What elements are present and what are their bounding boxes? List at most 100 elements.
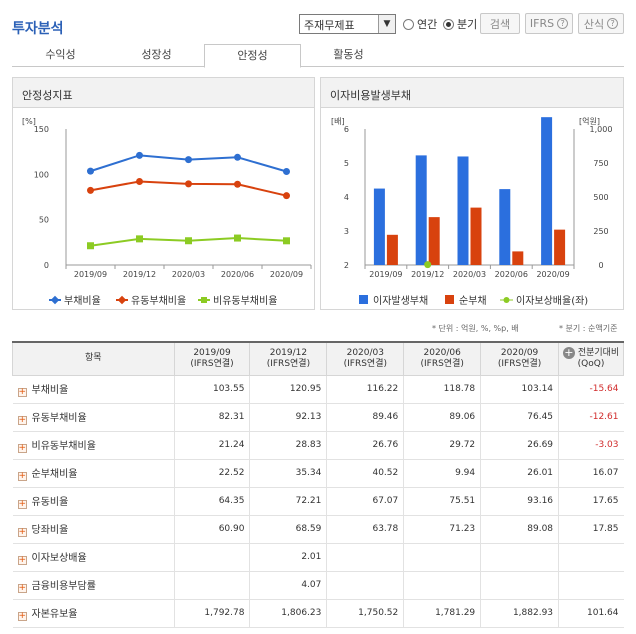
column-header-text: (IFRS연결) [420,358,464,369]
debt-chart-panel: 이자비용발생부채 [배] [억원] 2 3 4 5 6 0 250 500 750 1,000 2019… [320,77,624,310]
bar-0 [499,189,511,265]
data-point [283,237,290,245]
table-row: + 자본유보율 1,792.78 1,806.23 1,750.52 1,781.29 1,… [12,599,624,628]
value-cell [326,543,404,572]
debt-bar-chart: [배] [억원] 2 3 4 5 6 0 250 500 750 1,000 2019/09 2019/1… [331,116,612,307]
radio-annual[interactable]: 연간 [403,17,437,31]
expand-plus-icon[interactable]: + [17,443,27,453]
y-right-tick-label: 500 [593,193,608,202]
table-row: + 부채비율 103.55 120.95 116.22 118.78 103.14 -15.6… [12,375,624,404]
statement-select[interactable]: 주재무제표 ▼ [299,14,396,34]
bar-0 [541,117,553,265]
row-name-cell[interactable]: + 부채비율 [12,375,175,404]
table-row: + 이자보상배율 2.01 [12,543,624,572]
y-tick-label: 50 [39,216,49,225]
column-header-item: 항목 [12,341,175,376]
qoq-cell [558,571,624,600]
ifrs-help-button[interactable]: IFRS? [525,13,573,34]
value-cell: 9.94 [403,459,481,488]
stability-chart-panel: 안정성지표 [%] 0 50 100 150 2019/09 2019/12 2020/03 2… [12,77,315,310]
column-header-text: (IFRS연결) [266,358,311,369]
chevron-down-icon[interactable]: ▼ [378,15,395,33]
x-tick-label: 2019/12 [411,270,444,279]
bar-1 [512,251,524,265]
expand-plus-icon[interactable]: + [17,527,27,537]
basis-note: * 분기 : 순액기준 [559,324,618,333]
value-cell: 82.31 [173,403,250,432]
value-cell: 89.46 [326,403,404,432]
row-name-cell[interactable]: + 비유동부채비율 [12,431,175,460]
data-point [136,177,143,185]
value-cell: 72.21 [249,487,327,516]
data-point [136,235,143,243]
value-cell: 26.69 [480,431,559,460]
page-title: 투자분석 [12,21,64,37]
column-header: 2020/03 (IFRS연결) [326,341,405,376]
column-header-text: 2019/12 [269,347,308,358]
bar-1 [386,234,398,265]
data-point [283,167,290,175]
tab-growth[interactable]: 성장성 [141,48,172,61]
data-point [87,242,94,250]
expand-plus-icon[interactable]: + [17,415,27,425]
legend-marker [201,297,207,303]
column-header-text: 2020/06 [423,347,461,358]
y-tick-label: 0 [44,261,49,270]
search-button[interactable]: 검색 [480,13,520,34]
legend-label: 유동부채비율 [131,295,186,307]
stability-chart-title: 안정성지표 [13,78,314,108]
row-name-label: 유동부채비율 [31,413,87,424]
value-cell: 75.51 [403,487,481,516]
formula-help-button[interactable]: 산식? [578,13,624,34]
row-name-cell[interactable]: + 순부채비율 [12,459,175,488]
radio-quarter-dot[interactable] [443,18,454,30]
x-tick-label: 2019/12 [123,270,156,279]
legend-label: 비유동부채비율 [213,295,277,307]
value-cell: 1,806.23 [249,599,327,628]
unit-note: * 단위 : 억원, %, %p, 배 [432,324,519,333]
table-row: + 금융비용부담률 4.07 [12,571,624,600]
row-name-cell[interactable]: + 유동비율 [12,487,175,516]
expand-plus-icon[interactable]: + [562,346,575,360]
column-header: 2020/06 (IFRS연결) [403,341,482,376]
column-header: + 전분기대비 (QoQ) [558,341,624,376]
y-left-tick-label: 2 [344,261,349,270]
row-name-cell[interactable]: + 이자보상배율 [12,543,175,572]
value-cell: 103.14 [480,375,559,404]
data-point [424,261,432,269]
expand-plus-icon[interactable]: + [17,555,27,565]
value-cell: 76.45 [480,403,559,432]
row-name-cell[interactable]: + 당좌비율 [12,515,175,544]
legend-label: 부채비율 [64,295,101,307]
x-tick-label: 2020/09 [270,270,303,279]
tab-stability[interactable]: 안정성 [204,44,301,68]
radio-annual-dot[interactable] [403,18,414,30]
expand-plus-icon[interactable]: + [17,611,27,621]
y-right-tick-label: 250 [593,227,608,236]
expand-plus-icon[interactable]: + [17,583,27,593]
row-name-label: 당좌비율 [31,525,69,536]
column-header: 2019/12 (IFRS연결) [249,341,328,376]
radio-quarter[interactable]: 분기 [443,17,477,31]
y-unit-label: [%] [22,117,36,126]
value-cell: 120.95 [249,375,327,404]
row-name-cell[interactable]: + 금융비용부담률 [12,571,175,600]
expand-plus-icon[interactable]: + [17,499,27,509]
column-header-text: (QoQ) [577,359,605,370]
tab-activity[interactable]: 활동성 [333,48,364,61]
expand-plus-icon[interactable]: + [17,387,27,397]
x-tick-label: 2020/09 [536,270,569,279]
column-header-text: (IFRS연결) [343,358,387,369]
bar-0 [373,188,385,265]
row-name-cell[interactable]: + 유동부채비율 [12,403,175,432]
row-name-cell[interactable]: + 자본유보율 [12,599,175,628]
legend-label: 이자보상배율(좌) [516,295,588,307]
qoq-cell: 101.64 [558,599,624,628]
x-tick-label: 2019/09 [369,270,402,279]
column-header-text: 항목 [85,353,102,364]
qoq-cell: 17.65 [558,487,624,516]
header: 투자분석 주재무제표 ▼ 연간 분기 검색 IFRS? 산식? [0,0,636,44]
y-tick-label: 150 [34,125,49,134]
expand-plus-icon[interactable]: + [17,471,27,481]
tab-profitability[interactable]: 수익성 [45,48,76,61]
